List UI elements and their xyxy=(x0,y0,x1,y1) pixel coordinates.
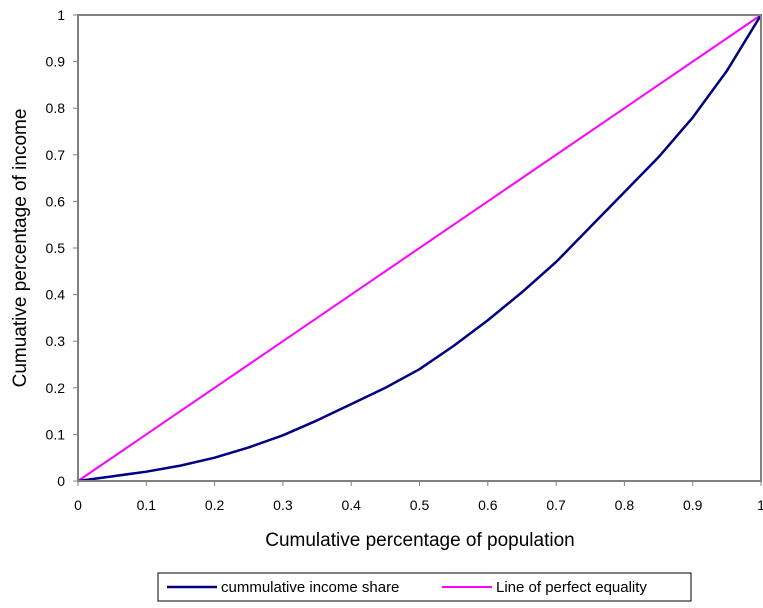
series-layer xyxy=(77,14,763,483)
x-tick-label: 0.6 xyxy=(478,497,498,513)
y-tick-label: 0.9 xyxy=(46,54,66,70)
y-axis-ticks: 0 0.1 0.2 0.3 0.4 0.5 0.6 0.7 0.8 0.9 1 xyxy=(46,7,78,489)
x-tick-label: 0.2 xyxy=(205,497,225,513)
x-tick-label: 0.1 xyxy=(137,497,157,513)
y-tick-label: 0.2 xyxy=(46,380,66,396)
y-tick-label: 0.7 xyxy=(46,147,66,163)
x-tick-label: 0.4 xyxy=(341,497,361,513)
x-tick-label: 0.7 xyxy=(546,497,566,513)
series-line-cummulative-income-share xyxy=(77,14,763,483)
y-tick-label: 1 xyxy=(57,7,65,23)
legend-label-line-of-perfect-equality: Line of perfect equality xyxy=(496,579,647,596)
y-axis-title: Cumuative percentage of income xyxy=(10,109,31,388)
y-tick-label: 0.8 xyxy=(46,100,66,116)
legend-label-cummulative-income-share: cummulative income share xyxy=(221,579,399,596)
x-tick-label: 0.8 xyxy=(615,497,635,513)
y-tick-label: 0.6 xyxy=(46,193,66,209)
x-axis-title: Cumulative percentage of population xyxy=(265,530,574,551)
y-tick-label: 0 xyxy=(57,473,65,489)
x-tick-label: 1 xyxy=(757,497,763,513)
series-line-line-of-perfect-equality xyxy=(77,14,762,482)
x-tick-label: 0.9 xyxy=(683,497,703,513)
plot-area-frame xyxy=(77,14,762,482)
y-tick-label: 0.4 xyxy=(46,287,66,303)
legend: cummulative income share Line of perfect… xyxy=(157,572,692,602)
x-tick-label: 0.3 xyxy=(273,497,293,513)
y-tick-label: 0.1 xyxy=(46,426,66,442)
x-tick-label: 0 xyxy=(74,497,82,513)
y-tick-label: 0.3 xyxy=(46,333,66,349)
y-tick-label: 0.5 xyxy=(46,240,66,256)
x-tick-label: 0.5 xyxy=(410,497,430,513)
x-axis-ticks: 0 0.1 0.2 0.3 0.4 0.5 0.6 0.7 0.8 0.9 1 xyxy=(74,481,763,513)
legend-box xyxy=(157,572,692,602)
